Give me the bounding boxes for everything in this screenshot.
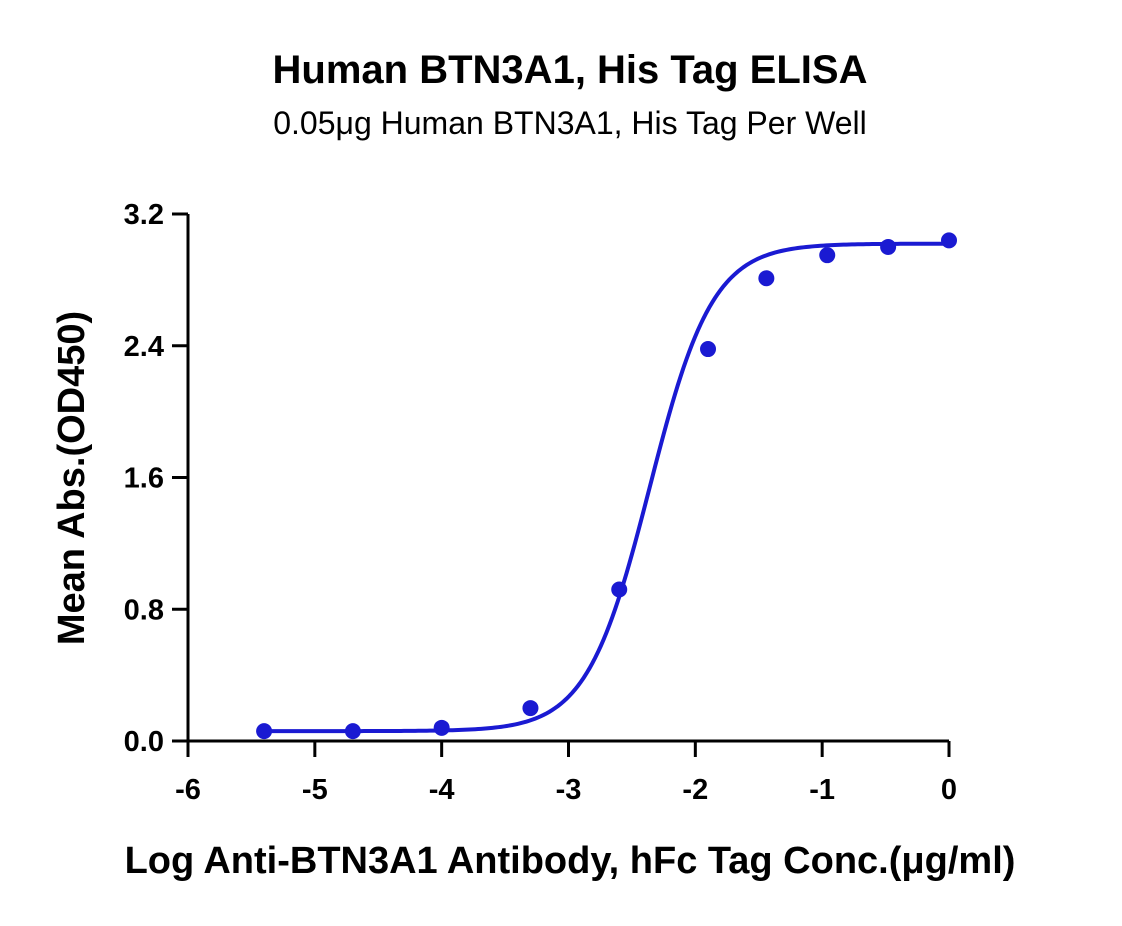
x-tick-label: -1 [809,774,835,806]
y-tick-label: 0.0 [124,726,164,758]
y-tick-label: 1.6 [124,463,164,495]
y-tick-label: 3.2 [124,199,164,231]
data-point [880,238,897,255]
data-points [256,232,957,740]
x-tick-label: -4 [429,774,455,806]
fit-curve [264,241,949,734]
data-point [256,723,273,740]
x-axis-label: Log Anti-BTN3A1 Antibody, hFc Tag Conc.(… [125,840,1016,882]
x-tick-label: -6 [175,774,201,806]
data-point [522,700,539,717]
data-point [433,719,450,736]
x-tick-label: 0 [941,774,957,806]
y-axis-label: Mean Abs.(OD450) [51,311,93,645]
data-point [700,341,717,358]
data-point [941,232,957,249]
chart-title: Human BTN3A1, His Tag ELISA [273,48,868,92]
data-point [819,247,836,264]
x-tick-label: -2 [682,774,708,806]
y-ticks: 0.0 0.8 1.6 2.4 3.2 [124,199,188,758]
axes [186,214,949,743]
y-tick-label: 0.8 [124,594,164,626]
y-tick-label: 2.4 [124,331,164,363]
x-ticks: -6 -5 -4 -3 -2 -1 0 [175,741,957,806]
x-tick-label: -5 [302,774,328,806]
data-point [758,270,775,287]
chart-subtitle: 0.05μg Human BTN3A1, His Tag Per Well [273,105,867,141]
x-tick-label: -3 [556,774,582,806]
data-point [344,723,361,740]
data-point [611,581,628,598]
